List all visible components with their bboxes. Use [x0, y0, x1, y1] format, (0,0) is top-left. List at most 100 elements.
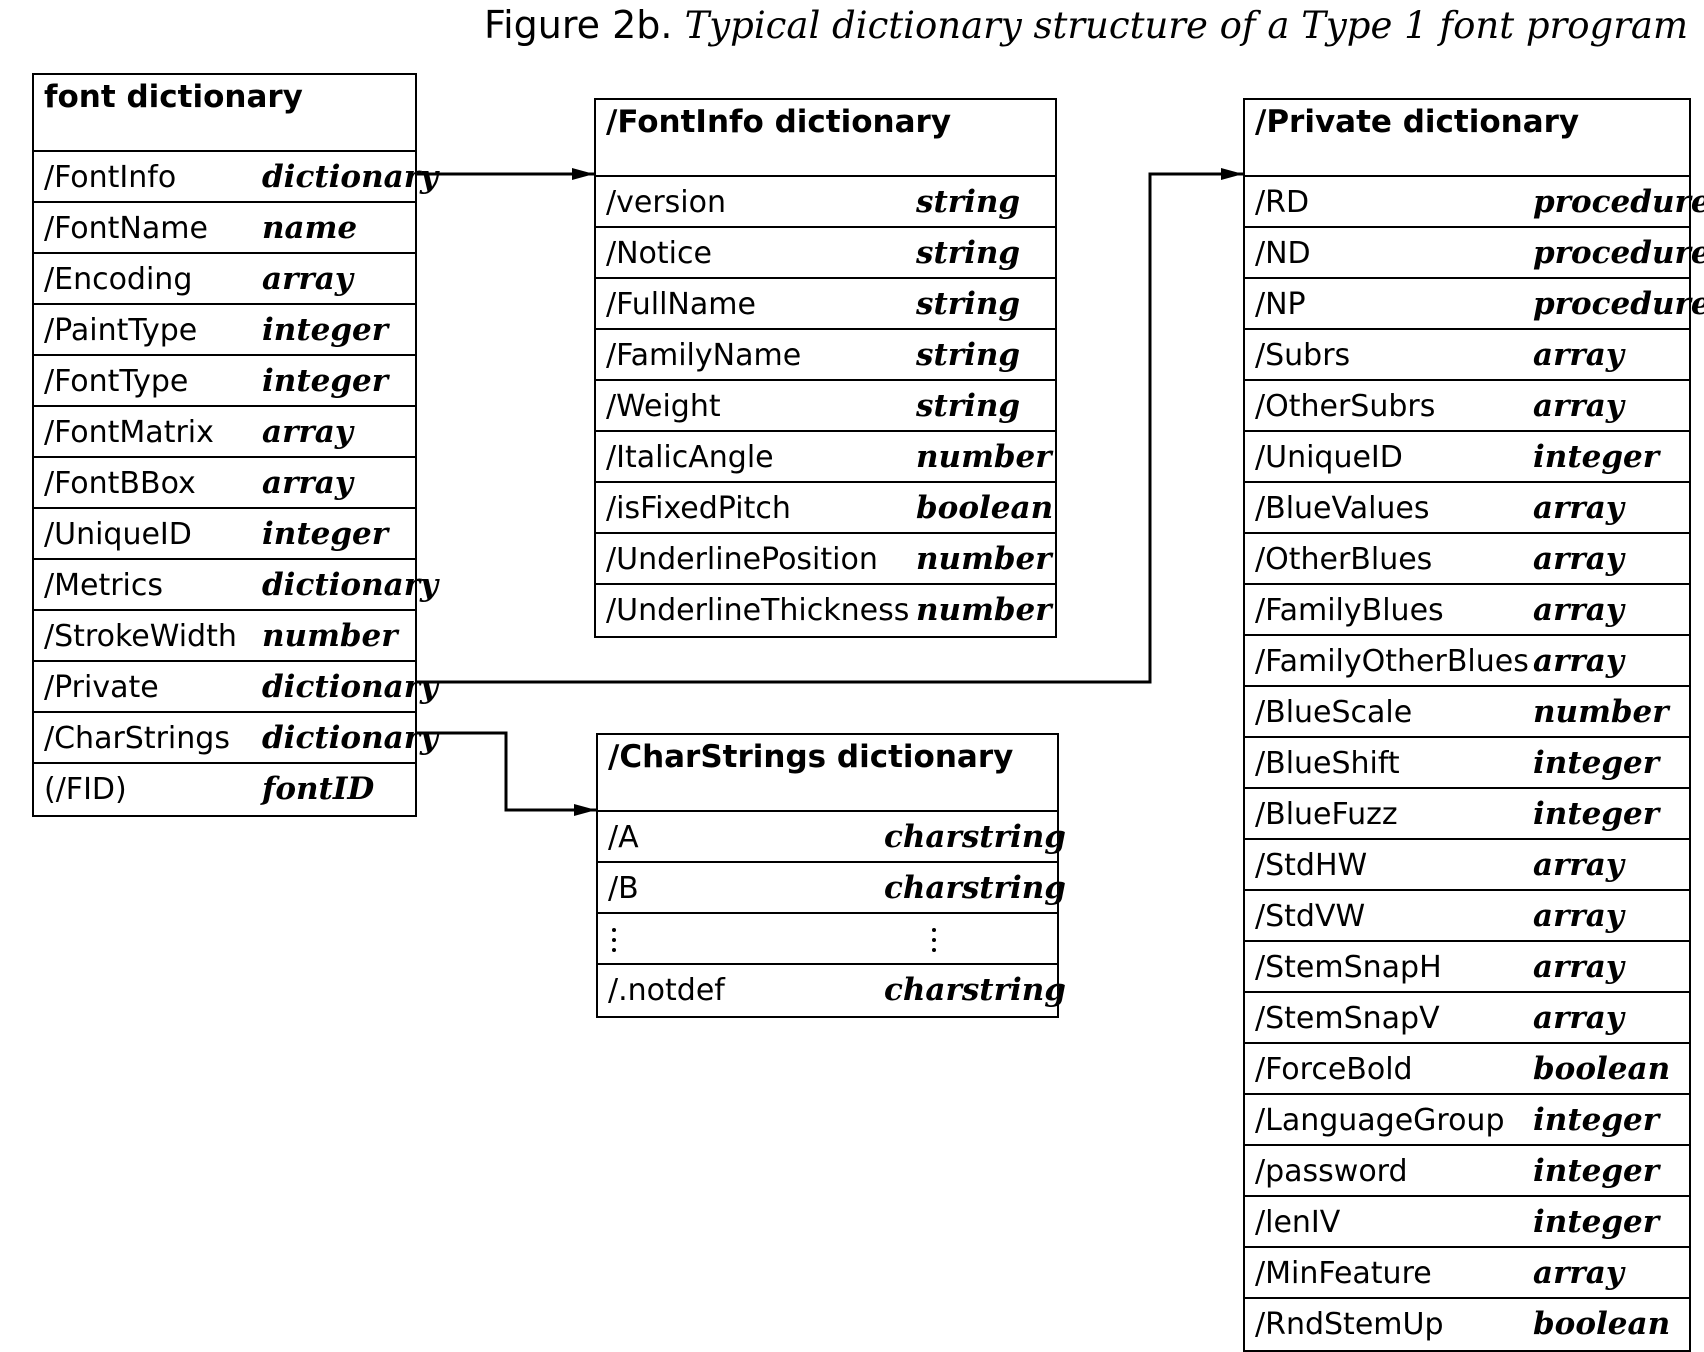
dict-key: /password: [1255, 1154, 1408, 1189]
dict-key: /LanguageGroup: [1255, 1103, 1505, 1138]
dict-row-np: /NP procedure: [1245, 279, 1704, 330]
dict-value-type: array: [1533, 388, 1624, 424]
dict-value-type: boolean: [1533, 1306, 1671, 1342]
dict-value-type: array: [1533, 1000, 1624, 1036]
dict-key: /FamilyName: [606, 338, 802, 373]
value-ellipsis: [932, 928, 936, 958]
dict-value-type: number: [916, 439, 1052, 475]
charstrings-dictionary-box: /CharStrings dictionary /A charstring/B ch…: [596, 733, 1066, 1018]
dict-key: /StrokeWidth: [44, 619, 237, 654]
dict-row-bluefuzz: /BlueFuzz integer: [1245, 789, 1689, 840]
dict-value-type: integer: [1533, 1102, 1660, 1138]
dict-key: /ItalicAngle: [606, 440, 774, 475]
dict-key: /FontInfo: [44, 160, 177, 195]
dict-row-notice: /Notice string: [596, 228, 1055, 279]
dict-key: /StdHW: [1255, 848, 1368, 883]
dict-key: /BlueShift: [1255, 746, 1400, 781]
dict-row-italicangle: /ItalicAngle number: [596, 432, 1055, 483]
dict-value-type: name: [262, 210, 358, 246]
dict-key: /MinFeature: [1255, 1256, 1432, 1291]
dict-key: /UnderlinePosition: [606, 542, 878, 577]
dict-value-type: integer: [1533, 1153, 1660, 1189]
key-ellipsis: [612, 928, 616, 958]
dict-value-type: integer: [262, 312, 389, 348]
dict-value-type: charstring: [884, 870, 1066, 906]
dict-row-a: /A charstring: [598, 812, 1066, 863]
dict-value-type: number: [916, 592, 1052, 628]
dict-value-type: integer: [1533, 796, 1660, 832]
dict-value-type: boolean: [916, 490, 1054, 526]
dict-row-languagegroup: /LanguageGroup integer: [1245, 1095, 1689, 1146]
dict-value-type: array: [1533, 898, 1624, 934]
dict-key: /A: [608, 820, 639, 855]
dict-key: /StdVW: [1255, 899, 1366, 934]
font-dictionary-rows: /FontInfo dictionary/FontName name/Encodin…: [34, 152, 438, 815]
dict-key: /lenIV: [1255, 1205, 1341, 1240]
dict-key: /OtherBlues: [1255, 542, 1433, 577]
dict-key: /UnderlineThickness: [606, 593, 910, 628]
dict-row-uniqueid: /UniqueID integer: [1245, 432, 1689, 483]
dict-key: /RndStemUp: [1255, 1307, 1444, 1342]
dict-value-type: array: [262, 414, 353, 450]
private-dictionary-rows: /RD procedure/ND procedure/NP procedure/Sub…: [1245, 177, 1704, 1350]
dict-value-type: boolean: [1533, 1051, 1671, 1087]
fontinfo-dictionary-rows: /version string/Notice string/FullName stri…: [596, 177, 1055, 636]
dict-row-private: /Private dictionary: [34, 662, 438, 713]
dict-row-isfixedpitch: /isFixedPitch boolean: [596, 483, 1055, 534]
dict-value-type: dictionary: [262, 669, 439, 705]
dict-row-fid: (/FID) fontID: [34, 764, 415, 815]
dict-row-password: /password integer: [1245, 1146, 1689, 1197]
dict-row-nd: /ND procedure: [1245, 228, 1704, 279]
dict-value-type: string: [916, 184, 1021, 220]
dict-key: /BlueFuzz: [1255, 797, 1398, 832]
arrow-charstrings: [416, 731, 596, 816]
dict-row-rndstemup: /RndStemUp boolean: [1245, 1299, 1689, 1350]
dict-key: /Weight: [606, 389, 721, 424]
dict-row-familyname: /FamilyName string: [596, 330, 1055, 381]
dict-key: /UniqueID: [1255, 440, 1403, 475]
dict-value-type: number: [916, 541, 1052, 577]
dict-row-fontmatrix: /FontMatrix array: [34, 407, 415, 458]
dict-key: /ND: [1255, 236, 1311, 271]
fontinfo-dictionary-box: /FontInfo dictionary /version string/Noti…: [594, 98, 1057, 638]
dict-value-type: array: [1533, 592, 1624, 628]
dict-row-strokewidth: /StrokeWidth number: [34, 611, 415, 662]
dict-key: /Metrics: [44, 568, 164, 603]
figure-caption: Typical dictionary structure of a Type 1…: [684, 4, 1689, 47]
dict-value-type: string: [916, 235, 1021, 271]
dict-row-ellipsis: [598, 914, 1057, 965]
dict-row-familyotherblues: /FamilyOtherBlues array: [1245, 636, 1689, 687]
dict-value-type: string: [916, 388, 1021, 424]
figure-label: Figure 2b.: [484, 3, 673, 47]
dict-row-encoding: /Encoding array: [34, 254, 415, 305]
dict-row-uniqueid: /UniqueID integer: [34, 509, 415, 560]
dict-row-bluevalues: /BlueValues array: [1245, 483, 1689, 534]
font-dictionary-title: font dictionary: [34, 75, 415, 152]
private-dictionary-title: /Private dictionary: [1245, 100, 1689, 177]
dict-value-type: array: [1533, 949, 1624, 985]
dict-row-underlineposition: /UnderlinePosition number: [596, 534, 1055, 585]
dict-row-otherblues: /OtherBlues array: [1245, 534, 1689, 585]
dict-row-b: /B charstring: [598, 863, 1066, 914]
dict-key: /PaintType: [44, 313, 198, 348]
dict-key: /Private: [44, 670, 159, 705]
dict-row-fullname: /FullName string: [596, 279, 1055, 330]
dict-key: /.notdef: [608, 973, 725, 1008]
dict-key: /BlueScale: [1255, 695, 1413, 730]
dict-key: /B: [608, 871, 639, 906]
dict-value-type: fontID: [262, 771, 375, 807]
dict-row-stdvw: /StdVW array: [1245, 891, 1689, 942]
dict-value-type: array: [262, 465, 353, 501]
dict-row-stemsnapv: /StemSnapV array: [1245, 993, 1689, 1044]
dict-row-bluescale: /BlueScale number: [1245, 687, 1689, 738]
figure-title: Figure 2b. Typical dictionary structure …: [484, 2, 1688, 49]
dict-key: /FontType: [44, 364, 189, 399]
fontinfo-dictionary-title: /FontInfo dictionary: [596, 100, 1055, 177]
dict-key: /BlueValues: [1255, 491, 1430, 526]
dict-key: /NP: [1255, 287, 1306, 322]
dict-row-leniv: /lenIV integer: [1245, 1197, 1689, 1248]
dict-row-fontinfo: /FontInfo dictionary: [34, 152, 438, 203]
dict-row-othersubrs: /OtherSubrs array: [1245, 381, 1689, 432]
dict-key: /Encoding: [44, 262, 193, 297]
dict-value-type: string: [916, 286, 1021, 322]
